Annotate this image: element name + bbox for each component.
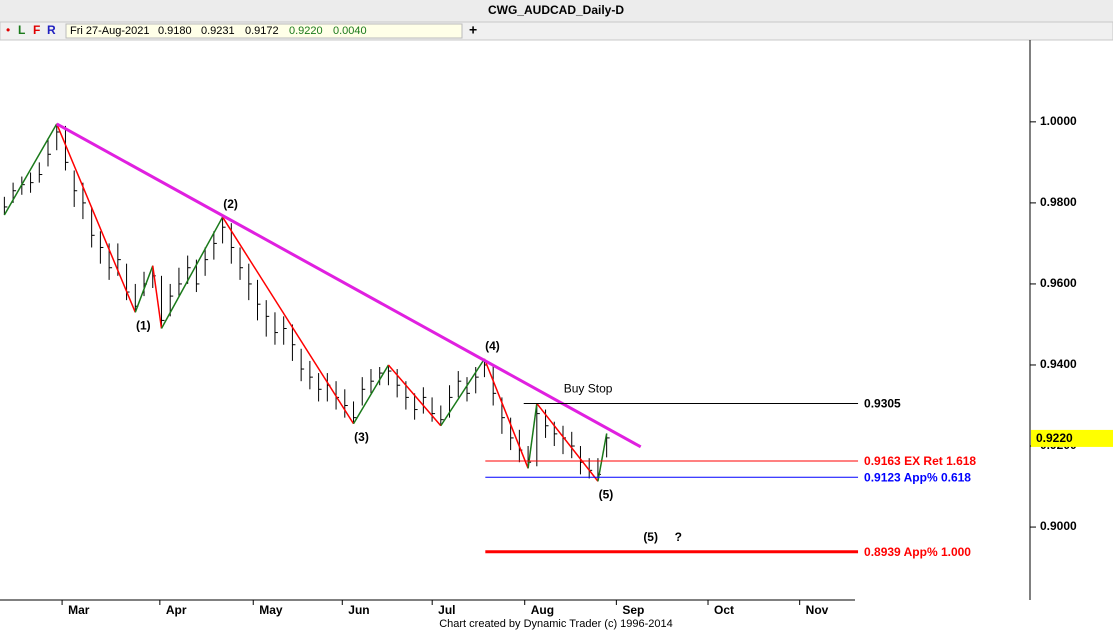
y-tick-label: 1.0000 bbox=[1040, 114, 1077, 128]
wave-segment bbox=[152, 265, 163, 329]
level-label: 0.9123 App% 0.618 bbox=[864, 470, 971, 484]
quote-box bbox=[65, 23, 463, 39]
wave-segment bbox=[160, 216, 224, 329]
wave-segment bbox=[597, 433, 608, 482]
wave-label: (5) bbox=[599, 487, 614, 501]
wave-label: (3) bbox=[354, 430, 369, 444]
wave-segment bbox=[483, 358, 529, 469]
quote-open: 0.9180 bbox=[158, 25, 192, 37]
flag[interactable]: F bbox=[33, 23, 40, 37]
x-tick-label: Nov bbox=[806, 603, 829, 617]
wave-segment bbox=[3, 123, 58, 216]
wave-segment bbox=[221, 216, 355, 425]
x-tick-label: Apr bbox=[166, 603, 187, 617]
y-tick-label: 0.9000 bbox=[1040, 519, 1077, 533]
x-tick-label: Aug bbox=[531, 603, 554, 617]
add-button[interactable]: + bbox=[469, 22, 477, 38]
flag[interactable]: R bbox=[47, 23, 56, 37]
quote-close: 0.9220 bbox=[289, 25, 323, 37]
wave-segment bbox=[352, 364, 390, 425]
title-bar bbox=[0, 0, 1113, 22]
quote-low: 0.9172 bbox=[245, 25, 279, 37]
level-note: (5) ? bbox=[643, 530, 682, 544]
x-tick-label: May bbox=[259, 603, 283, 617]
wave-label: (2) bbox=[223, 197, 238, 211]
wave-segment bbox=[440, 358, 486, 427]
chart-title: CWG_AUDCAD_Daily-D bbox=[488, 3, 624, 17]
wave-segment bbox=[536, 403, 599, 482]
level-label: 0.9305 bbox=[864, 397, 901, 411]
level-note: Buy Stop bbox=[564, 382, 613, 396]
last-price-label: 0.9220 bbox=[1036, 431, 1073, 445]
level-label: 0.9163 EX Ret 1.618 bbox=[864, 454, 976, 468]
wave-segment bbox=[527, 403, 538, 469]
x-tick-label: Jun bbox=[348, 603, 369, 617]
footer: Chart created by Dynamic Trader (c) 1996… bbox=[439, 618, 673, 630]
quote-high: 0.9231 bbox=[201, 25, 235, 37]
level-label: 0.8939 App% 1.000 bbox=[864, 545, 971, 559]
wave-segment bbox=[56, 123, 136, 313]
last-price-box bbox=[1031, 429, 1113, 447]
x-tick-label: Sep bbox=[622, 603, 644, 617]
quote-date: Fri 27-Aug-2021 bbox=[70, 25, 150, 37]
wave-label: (4) bbox=[485, 339, 500, 353]
trendline bbox=[56, 122, 642, 449]
flag[interactable]: • bbox=[6, 23, 10, 37]
x-tick-label: Mar bbox=[68, 603, 90, 617]
y-tick-label: 0.9400 bbox=[1040, 357, 1077, 371]
y-tick-label: 0.9600 bbox=[1040, 276, 1077, 290]
x-tick-label: Oct bbox=[714, 603, 734, 617]
wave-segment bbox=[387, 364, 442, 427]
flag[interactable]: L bbox=[18, 23, 25, 37]
wave-label: (1) bbox=[136, 318, 151, 332]
x-tick-label: Jul bbox=[438, 603, 455, 617]
wave-segment bbox=[134, 265, 154, 313]
y-tick-label: 0.9800 bbox=[1040, 195, 1077, 209]
quote-change: 0.0040 bbox=[333, 25, 367, 37]
